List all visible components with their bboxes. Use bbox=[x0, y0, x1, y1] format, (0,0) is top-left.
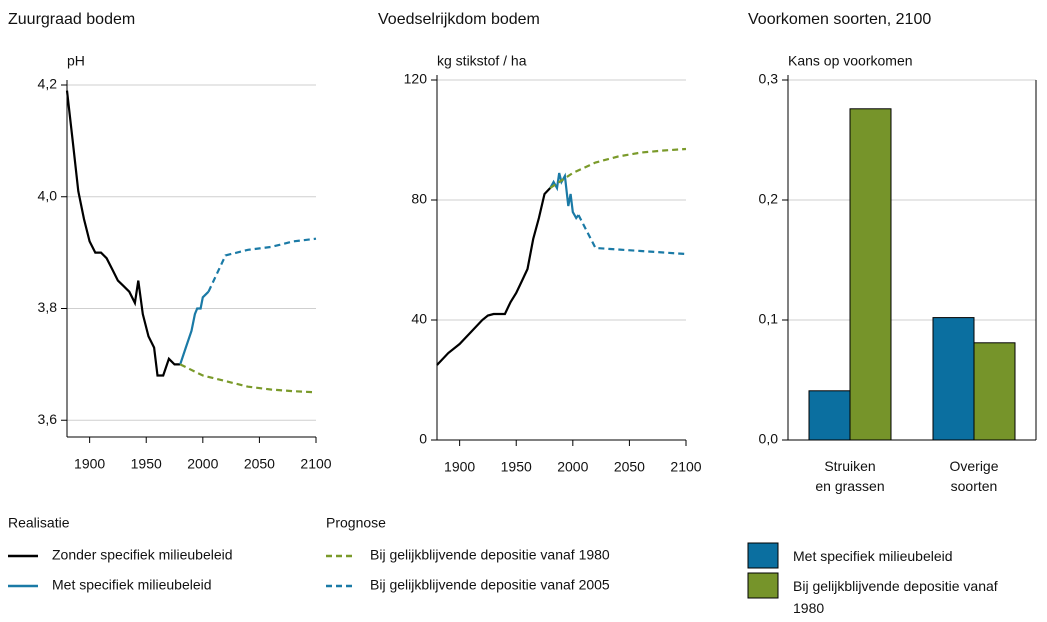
x-tick-label: 2000 bbox=[187, 456, 218, 472]
line-series bbox=[549, 172, 580, 220]
line-series bbox=[207, 237, 317, 293]
y-tick-label: 0 bbox=[419, 431, 427, 447]
line-series bbox=[179, 363, 317, 394]
y-tick-label: 3,6 bbox=[38, 411, 58, 427]
x-tick-label: 1900 bbox=[444, 459, 475, 475]
panel-title: Zuurgraad bodem bbox=[8, 11, 135, 28]
y-tick-label: 0,2 bbox=[759, 191, 779, 207]
legend-label: Bij gelijkblijvende depositie vanaf 1980 bbox=[370, 547, 610, 563]
y-tick-label: 0,1 bbox=[759, 311, 779, 327]
legend-label: Met specifiek milieubeleid bbox=[793, 548, 953, 564]
y-tick-label: 40 bbox=[411, 311, 427, 327]
x-tick-label: 1950 bbox=[131, 456, 162, 472]
x-tick-label: 2100 bbox=[670, 459, 701, 475]
legend-label: Met specifiek milieubeleid bbox=[52, 577, 212, 593]
y-tick-label: 120 bbox=[404, 71, 428, 87]
x-tick-label: 1950 bbox=[501, 459, 532, 475]
bar bbox=[973, 342, 1016, 441]
y-tick-label: 0,3 bbox=[759, 71, 779, 87]
line-series bbox=[65, 90, 181, 377]
y-tick-label: 3,8 bbox=[38, 299, 58, 315]
line-series bbox=[549, 147, 687, 189]
x-tick-label: 2100 bbox=[300, 456, 331, 472]
legend-label: Bij gelijkblijvende depositie vanaf 2005 bbox=[370, 577, 610, 593]
legend-title: Realisatie bbox=[8, 515, 70, 531]
bar bbox=[932, 317, 975, 441]
y-axis-label: Kans op voorkomen bbox=[788, 53, 913, 69]
x-tick-label: 1900 bbox=[74, 456, 105, 472]
bar bbox=[849, 108, 892, 441]
line-series bbox=[179, 290, 210, 365]
x-tick-label: Struiken en grassen bbox=[815, 458, 885, 494]
y-tick-label: 4,2 bbox=[38, 76, 58, 92]
x-tick-label: 2050 bbox=[244, 456, 275, 472]
x-tick-label: Overige soorten bbox=[949, 458, 999, 494]
y-tick-label: 0,0 bbox=[759, 431, 779, 447]
x-tick-label: 2000 bbox=[557, 459, 588, 475]
legend-title: Prognose bbox=[326, 515, 386, 531]
panel-title: Voorkomen soorten, 2100 bbox=[748, 11, 931, 28]
bar bbox=[808, 390, 851, 441]
legend-swatch bbox=[747, 542, 779, 569]
y-tick-label: 4,0 bbox=[38, 187, 58, 203]
panel-title: Voedselrijkdom bodem bbox=[378, 11, 540, 28]
legend-label: Bij gelijkblijvende depositie vanaf 1980 bbox=[793, 578, 998, 616]
line-series bbox=[577, 214, 687, 256]
x-tick-label: 2050 bbox=[614, 459, 645, 475]
legend-swatch bbox=[747, 572, 779, 599]
legend-label: Zonder specifiek milieubeleid bbox=[52, 547, 233, 563]
y-tick-label: 80 bbox=[411, 191, 427, 207]
y-axis-label: pH bbox=[67, 53, 85, 69]
y-axis-label: kg stikstof / ha bbox=[437, 53, 527, 69]
line-series bbox=[436, 187, 551, 366]
